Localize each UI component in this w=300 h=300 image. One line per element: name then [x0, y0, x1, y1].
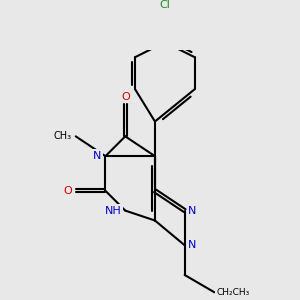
Text: N: N [93, 151, 102, 161]
Text: Cl: Cl [159, 0, 170, 10]
Text: CH₂CH₃: CH₂CH₃ [217, 288, 250, 297]
Text: NH: NH [105, 206, 122, 216]
Text: CH₃: CH₃ [54, 131, 72, 141]
Text: O: O [63, 186, 72, 196]
Text: N: N [188, 240, 197, 250]
Text: N: N [188, 206, 197, 216]
Text: O: O [121, 92, 130, 102]
